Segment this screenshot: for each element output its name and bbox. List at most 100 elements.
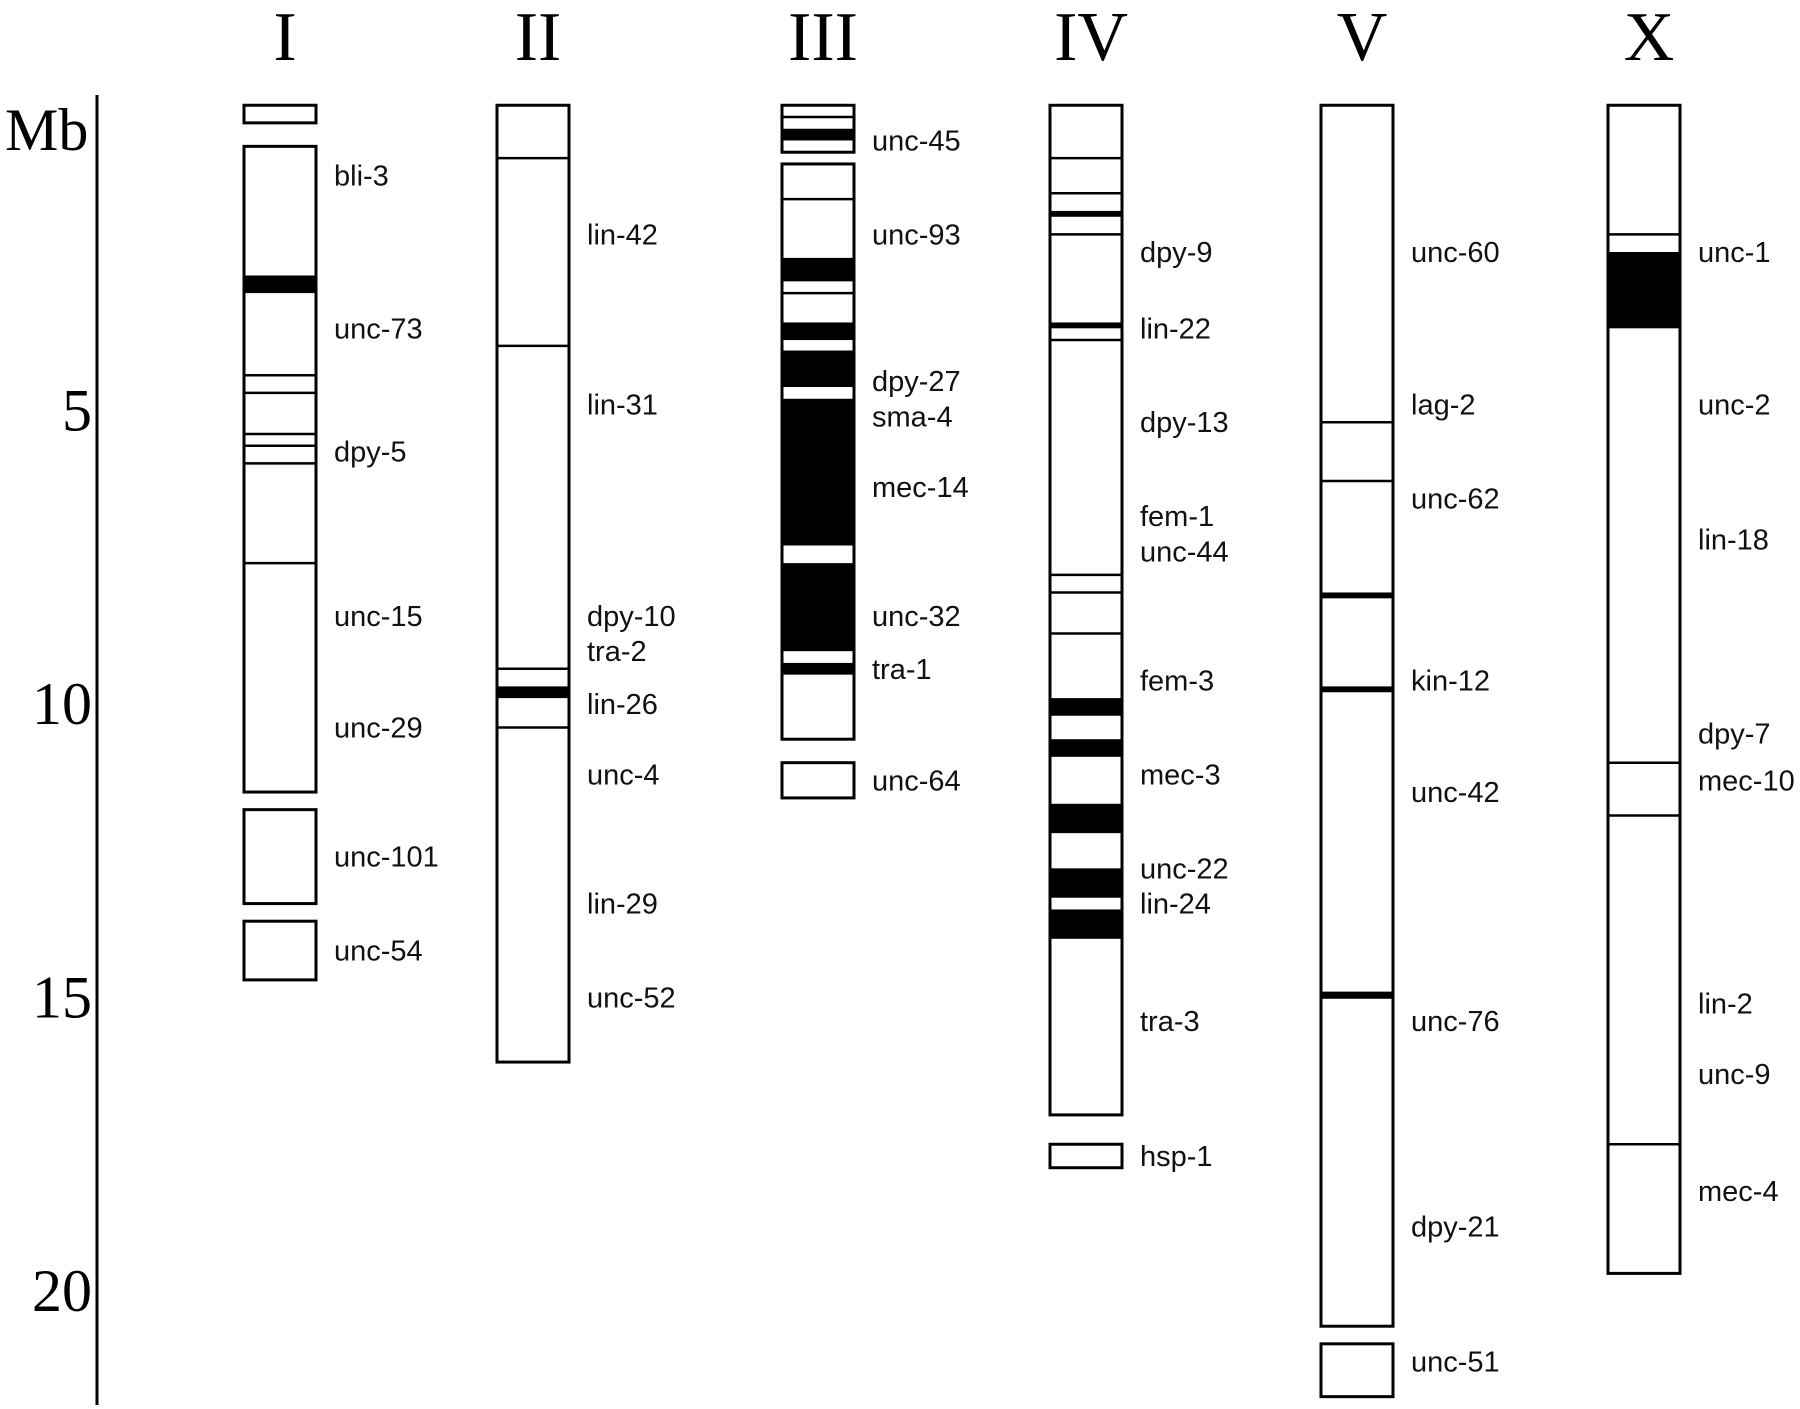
gene-label: unc-64 <box>872 765 961 797</box>
axis-unit-label: Mb <box>5 97 88 163</box>
chromosome-segment <box>242 808 318 906</box>
gene-label: sma-4 <box>872 401 953 433</box>
dark-band <box>1321 686 1393 693</box>
dark-band <box>1050 322 1122 329</box>
gene-label: dpy-21 <box>1411 1211 1500 1243</box>
dark-band <box>497 686 569 699</box>
gene-label: unc-29 <box>334 712 423 744</box>
dark-band <box>782 351 854 388</box>
dark-band <box>1050 210 1122 217</box>
gene-label: lin-31 <box>587 390 658 422</box>
chromosome-segment <box>1048 1142 1124 1170</box>
gene-label: mec-3 <box>1140 759 1221 791</box>
chromosome-name: III <box>788 0 858 76</box>
dark-band <box>1050 868 1122 898</box>
gene-label: unc-76 <box>1411 1006 1500 1038</box>
chromosome-segment <box>1048 103 1124 1117</box>
gene-label: mec-14 <box>872 472 969 504</box>
dark-band <box>1321 592 1393 599</box>
gene-label: unc-4 <box>587 759 660 791</box>
chromosome-segment <box>1319 103 1395 1328</box>
gene-label: lin-22 <box>1140 313 1211 345</box>
gene-label: unc-2 <box>1698 390 1771 422</box>
gene-label: lin-18 <box>1698 525 1769 557</box>
axis-tick-label: 15 <box>32 965 92 1031</box>
gene-label: unc-62 <box>1411 484 1500 516</box>
gene-label: unc-73 <box>334 313 423 345</box>
dark-band <box>1050 739 1122 757</box>
gene-label: dpy-13 <box>1140 407 1229 439</box>
gene-label: tra-1 <box>872 654 932 686</box>
gene-label: kin-12 <box>1411 666 1490 698</box>
gene-label: dpy-5 <box>334 437 407 469</box>
chromosome-segment <box>780 761 856 800</box>
gene-label: dpy-7 <box>1698 718 1771 750</box>
gene-label: unc-54 <box>334 936 423 968</box>
gene-label: unc-93 <box>872 219 961 251</box>
gene-label: unc-51 <box>1411 1346 1500 1378</box>
gene-label: unc-60 <box>1411 237 1500 269</box>
gene-label: mec-4 <box>1698 1176 1779 1208</box>
chromosome-name: X <box>1624 0 1675 76</box>
chromosome-name: IV <box>1054 0 1128 76</box>
gene-label: unc-9 <box>1698 1059 1771 1091</box>
chromosome-segment <box>1319 1342 1395 1399</box>
axis: Mb 5 10 15 20 <box>5 95 99 1405</box>
chromosome-name: I <box>273 0 296 76</box>
dark-band <box>244 275 316 294</box>
axis-tick-label: 5 <box>62 378 92 444</box>
axis-tick-label: 10 <box>32 671 92 737</box>
axis-tick-label: 20 <box>32 1258 92 1324</box>
chromosome-name: II <box>515 0 562 76</box>
dark-band <box>782 563 854 652</box>
gene-label: hsp-1 <box>1140 1141 1213 1173</box>
gene-label: lin-29 <box>587 889 658 921</box>
gene-label: lag-2 <box>1411 390 1476 422</box>
dark-band <box>1050 909 1122 939</box>
gene-label: lin-2 <box>1698 988 1753 1020</box>
dark-band <box>1321 991 1393 998</box>
gene-label: lin-24 <box>1140 889 1211 921</box>
gene-label: unc-45 <box>872 125 961 157</box>
chromosome-segment <box>242 144 318 794</box>
chromosome-segment <box>242 103 318 125</box>
gene-label: tra-2 <box>587 636 647 668</box>
gene-label: dpy-9 <box>1140 237 1213 269</box>
dark-band <box>782 257 854 282</box>
dark-band <box>782 398 854 546</box>
gene-label: lin-42 <box>587 219 658 251</box>
gene-label: unc-1 <box>1698 237 1771 269</box>
chromosome-segment <box>495 103 571 1064</box>
gene-label: mec-10 <box>1698 765 1795 797</box>
gene-label: dpy-27 <box>872 366 961 398</box>
gene-label: fem-3 <box>1140 666 1214 698</box>
dark-band <box>782 322 854 341</box>
chromosome-name: V <box>1337 0 1388 76</box>
gene-label: unc-15 <box>334 601 423 633</box>
dark-band <box>782 128 854 141</box>
gene-label: unc-42 <box>1411 777 1500 809</box>
gene-label: unc-101 <box>334 842 439 874</box>
gene-label: dpy-10 <box>587 601 676 633</box>
dark-band <box>782 662 854 675</box>
gene-label: unc-22 <box>1140 853 1229 885</box>
gene-label: unc-44 <box>1140 536 1229 568</box>
gene-label: unc-32 <box>872 601 961 633</box>
gene-label: lin-26 <box>587 689 658 721</box>
gene-label: bli-3 <box>334 161 389 193</box>
gene-label: fem-1 <box>1140 501 1214 533</box>
gene-label: tra-3 <box>1140 1006 1200 1038</box>
gene-label: unc-52 <box>587 983 676 1015</box>
dark-band <box>1050 698 1122 716</box>
dark-band <box>1050 803 1122 834</box>
dark-band <box>1608 252 1680 329</box>
chromosome-segment <box>242 919 318 982</box>
